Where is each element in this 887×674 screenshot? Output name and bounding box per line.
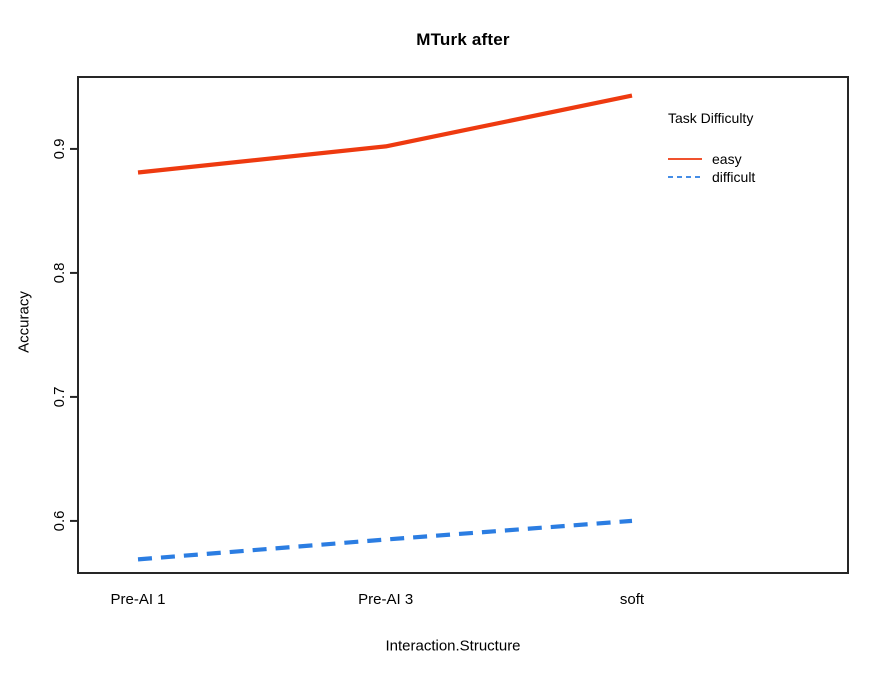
easy-line-icon bbox=[668, 158, 702, 160]
legend-title: Task Difficulty bbox=[668, 110, 754, 126]
legend-label-difficult: difficult bbox=[712, 169, 756, 185]
svg-text:0.8: 0.8 bbox=[51, 262, 68, 283]
svg-text:0.9: 0.9 bbox=[51, 138, 68, 159]
x-axis-title: Interaction.Structure bbox=[385, 637, 521, 655]
legend-item-difficult: difficult bbox=[668, 168, 755, 186]
svg-text:0.7: 0.7 bbox=[51, 386, 68, 407]
chart-title: MTurk after bbox=[416, 30, 510, 49]
svg-text:Pre-AI 3: Pre-AI 3 bbox=[358, 591, 413, 608]
svg-text:Pre-AI 1: Pre-AI 1 bbox=[110, 591, 165, 608]
legend-item-easy: easy bbox=[668, 150, 755, 168]
y-axis-title: Accuracy bbox=[15, 291, 33, 353]
difficult-line-icon bbox=[668, 176, 702, 178]
legend: Task Difficulty easy difficult bbox=[668, 110, 755, 186]
svg-text:0.6: 0.6 bbox=[51, 510, 68, 531]
svg-text:soft: soft bbox=[620, 591, 645, 608]
legend-label-easy: easy bbox=[712, 151, 742, 167]
